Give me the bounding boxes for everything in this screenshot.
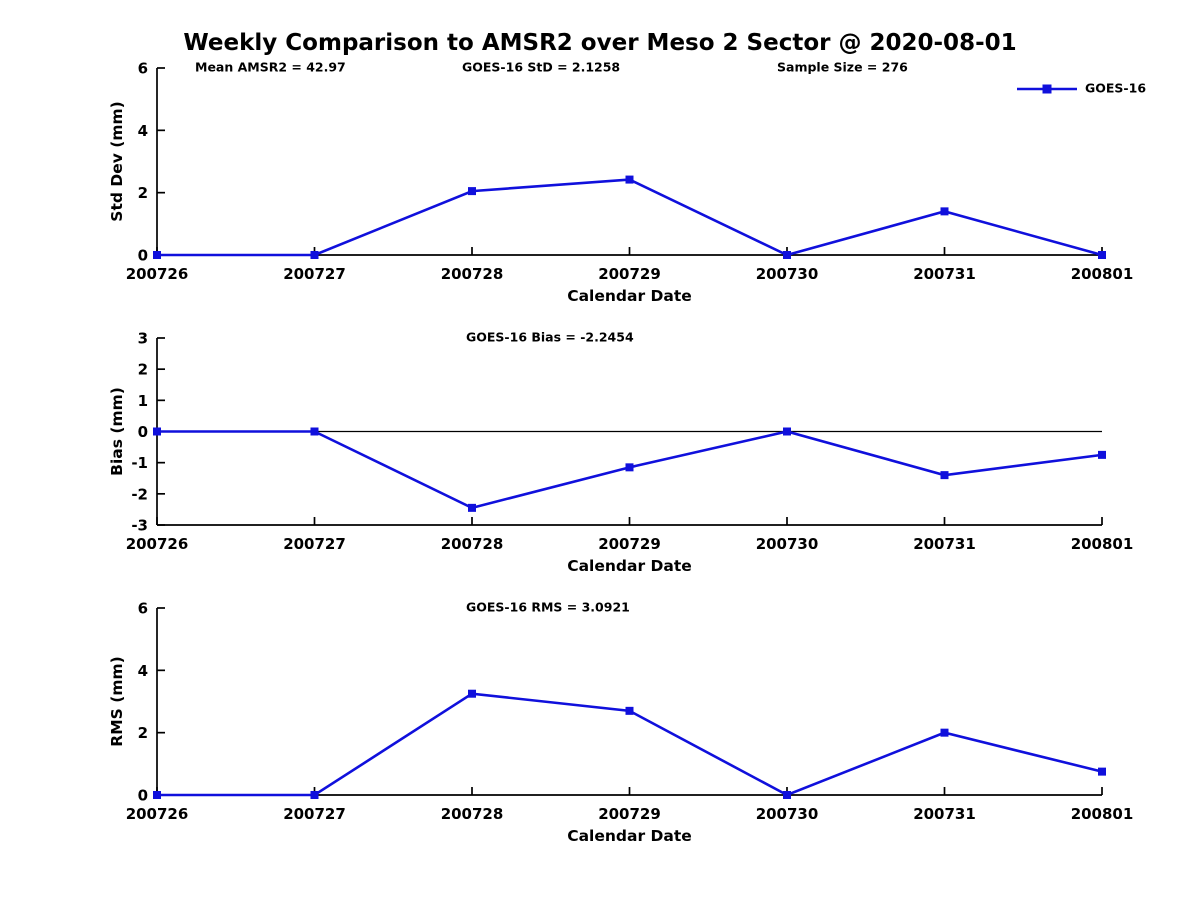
x-tick-label: 200729 <box>598 535 661 553</box>
y-tick-label: -1 <box>131 454 148 472</box>
x-tick-label: 200801 <box>1071 805 1134 823</box>
x-tick-label: 200728 <box>441 805 504 823</box>
y-tick-label: 0 <box>138 247 148 265</box>
figure-title: Weekly Comparison to AMSR2 over Meso 2 S… <box>183 30 1017 56</box>
data-point-marker <box>153 791 161 799</box>
annotation-std-dev-0: Mean AMSR2 = 42.97 <box>195 60 346 75</box>
data-point-marker <box>783 251 791 259</box>
x-tick-label: 200730 <box>756 535 819 553</box>
x-tick-label: 200731 <box>913 805 976 823</box>
x-tick-label: 200728 <box>441 535 504 553</box>
x-tick-label: 200731 <box>913 535 976 553</box>
y-tick-label: 1 <box>138 392 148 410</box>
x-tick-label: 200801 <box>1071 265 1134 283</box>
annotation-rms-0: GOES-16 RMS = 3.0921 <box>466 600 630 615</box>
x-tick-label: 200730 <box>756 805 819 823</box>
data-point-marker <box>940 471 949 480</box>
data-point-marker <box>940 207 949 216</box>
annotation-bias-0: GOES-16 Bias = -2.2454 <box>466 330 634 345</box>
data-point-marker <box>1098 251 1106 259</box>
x-tick-label: 200726 <box>126 535 189 553</box>
data-point-marker <box>625 463 634 472</box>
data-point-marker <box>625 706 634 715</box>
y-axis-label-std-dev: Std Dev (mm) <box>108 101 126 221</box>
data-point-marker <box>468 187 476 196</box>
y-tick-label: 6 <box>138 60 148 78</box>
data-point-marker <box>783 791 791 799</box>
legend-marker <box>1042 84 1052 94</box>
data-point-marker <box>310 251 319 259</box>
x-tick-label: 200726 <box>126 805 189 823</box>
y-tick-label: 2 <box>138 361 148 379</box>
data-point-marker <box>310 791 319 799</box>
data-point-marker <box>153 251 161 259</box>
y-tick-label: 0 <box>138 423 148 441</box>
y-tick-label: -2 <box>131 485 148 503</box>
y-axis-label-rms: RMS (mm) <box>108 656 126 746</box>
y-tick-label: 4 <box>138 122 148 140</box>
x-tick-label: 200731 <box>913 265 976 283</box>
y-tick-label: 3 <box>138 330 148 348</box>
data-point-marker <box>310 427 319 436</box>
x-tick-label: 200801 <box>1071 535 1134 553</box>
data-point-marker <box>940 728 949 737</box>
data-point-marker <box>153 427 161 436</box>
y-tick-label: -3 <box>131 517 148 535</box>
y-tick-label: 2 <box>138 184 148 202</box>
x-tick-label: 200728 <box>441 265 504 283</box>
data-point-marker <box>468 503 476 512</box>
x-tick-label: 200729 <box>598 805 661 823</box>
x-axis-label-bias: Calendar Date <box>567 557 692 575</box>
data-point-marker <box>1098 450 1106 459</box>
y-tick-label: 6 <box>138 600 148 618</box>
annotation-std-dev-2: Sample Size = 276 <box>777 60 908 75</box>
data-point-marker <box>1098 767 1106 776</box>
y-axis-label-bias: Bias (mm) <box>108 387 126 476</box>
x-tick-label: 200727 <box>283 535 346 553</box>
x-tick-label: 200727 <box>283 265 346 283</box>
x-tick-label: 200726 <box>126 265 189 283</box>
data-point-marker <box>783 427 791 436</box>
x-tick-label: 200729 <box>598 265 661 283</box>
series-line-std-dev <box>157 178 1103 257</box>
y-tick-label: 2 <box>138 724 148 742</box>
y-tick-label: 4 <box>138 662 148 680</box>
data-point-marker <box>468 689 476 698</box>
x-axis-label-std-dev: Calendar Date <box>567 287 692 305</box>
x-axis-label-rms: Calendar Date <box>567 827 692 845</box>
data-point-marker <box>625 175 634 184</box>
annotation-std-dev-1: GOES-16 StD = 2.1258 <box>462 60 620 75</box>
x-tick-label: 200727 <box>283 805 346 823</box>
legend-label: GOES-16 <box>1085 81 1146 96</box>
y-tick-label: 0 <box>138 787 148 805</box>
x-tick-label: 200730 <box>756 265 819 283</box>
